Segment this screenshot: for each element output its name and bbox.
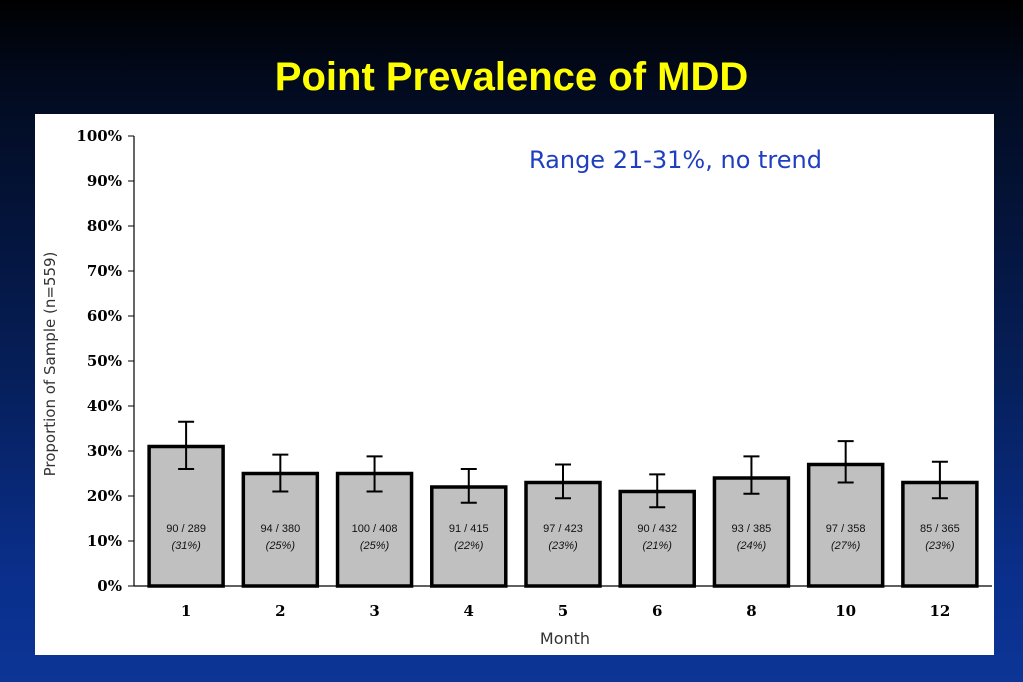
bar-count-label: 90 / 289	[166, 523, 206, 535]
bar	[901, 480, 979, 588]
y-tick-label: 10%	[87, 532, 122, 550]
x-tick-label: 8	[746, 602, 756, 620]
bar-percent-label: (23%)	[548, 540, 578, 552]
y-tick-label: 20%	[87, 487, 122, 505]
x-tick-label: 1	[181, 602, 191, 620]
x-tick-label: 6	[652, 602, 662, 620]
bar-percent-label: (22%)	[454, 540, 484, 552]
x-tick-label: 5	[558, 602, 568, 620]
y-tick-label: 70%	[87, 262, 122, 280]
y-tick-label: 30%	[87, 442, 122, 460]
y-tick-label: 100%	[76, 127, 122, 145]
bar-percent-label: (31%)	[171, 540, 201, 552]
x-tick-label: 4	[464, 602, 474, 620]
bar-group: 97 / 423 (23%)	[524, 463, 602, 588]
x-axis-title: Month	[540, 629, 590, 648]
bar-group: 85 / 365 (23%)	[901, 460, 979, 588]
bar-count-label: 94 / 380	[260, 523, 300, 535]
x-tick-label: 12	[929, 602, 950, 620]
bar-group: 100 / 408 (25%)	[335, 455, 414, 588]
bar-percent-label: (25%)	[266, 540, 296, 552]
bar-group: 93 / 385 (24%)	[712, 455, 791, 588]
y-axis-ticks: 0% 10% 20% 30% 40% 50% 60% 70% 80% 90% 100%	[76, 127, 134, 595]
y-axis-title: Proportion of Sample (n=559)	[41, 252, 59, 477]
bar-group: 97 / 358 (27%)	[806, 440, 885, 588]
bar-percent-label: (27%)	[831, 540, 861, 552]
bar-percent-label: (23%)	[925, 540, 955, 552]
bar	[712, 476, 791, 588]
y-tick-label: 50%	[87, 352, 122, 370]
y-tick-label: 80%	[87, 217, 122, 235]
bar-percent-label: (21%)	[643, 540, 673, 552]
x-tick-label: 10	[835, 602, 856, 620]
y-tick-label: 40%	[87, 397, 122, 415]
x-axis-ticks: 1 2 3 4 5 6 8 10 12	[181, 602, 950, 620]
y-tick-label: 90%	[87, 172, 122, 190]
bar	[806, 462, 885, 588]
bar-count-label: 97 / 358	[826, 523, 866, 535]
bar-group: 90 / 289 (31%)	[147, 420, 225, 588]
y-tick-label: 60%	[87, 307, 122, 325]
chart-annotation: Range 21-31%, no trend	[529, 146, 822, 174]
bar-percent-label: (24%)	[737, 540, 767, 552]
y-tick-label: 0%	[97, 577, 122, 595]
bar-count-label: 91 / 415	[449, 523, 489, 535]
chart-panel: 0% 10% 20% 30% 40% 50% 60% 70% 80% 90% 100% 90 / 2…	[35, 114, 994, 655]
x-tick-label: 3	[369, 602, 379, 620]
bar-group: 94 / 380 (25%)	[241, 453, 320, 588]
bar-count-label: 100 / 408	[352, 523, 398, 535]
bar-count-label: 85 / 365	[920, 523, 960, 535]
bars: 90 / 289 (31%) 94 / 380 (25%) 100 / 408 (25%)…	[147, 420, 979, 588]
bar-count-label: 93 / 385	[732, 523, 772, 535]
bar-chart: 0% 10% 20% 30% 40% 50% 60% 70% 80% 90% 100% 90 / 2…	[41, 127, 992, 648]
bar-group: 91 / 415 (22%)	[430, 468, 508, 588]
bar-count-label: 97 / 423	[543, 523, 583, 535]
slide-title: Point Prevalence of MDD	[274, 55, 749, 99]
bar-count-label: 90 / 432	[637, 523, 677, 535]
bar-percent-label: (25%)	[360, 540, 390, 552]
x-tick-label: 2	[275, 602, 285, 620]
bar-group: 90 / 432 (21%)	[618, 473, 696, 588]
